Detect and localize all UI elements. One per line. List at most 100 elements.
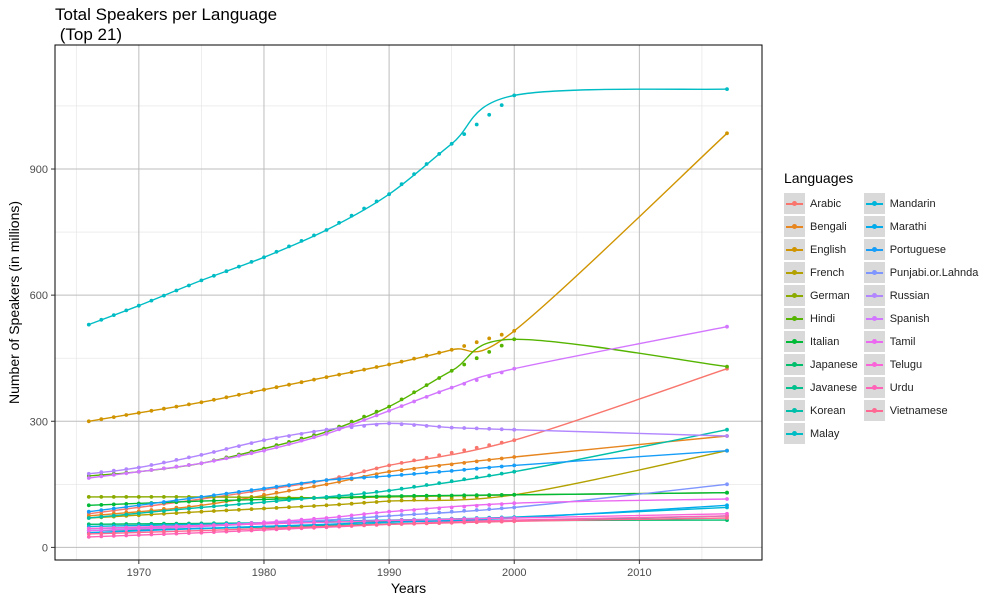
point-malay [362, 206, 366, 211]
point-german [86, 495, 91, 499]
point-russian [362, 424, 366, 428]
point-german [149, 495, 154, 499]
legend-key-point [871, 224, 877, 229]
point-spanish [262, 448, 266, 453]
point-english [274, 385, 279, 390]
point-telugu [174, 524, 179, 529]
legend-item: Punjabi.or.Lahnda [863, 261, 978, 284]
point-malay [512, 93, 517, 98]
point-german [162, 495, 166, 499]
point-telugu [399, 518, 404, 523]
point-italian [99, 503, 104, 507]
legend-key-point [792, 431, 797, 436]
point-bengali [287, 488, 291, 493]
legend-label: Malay [810, 427, 840, 440]
point-malay [136, 303, 141, 308]
series-line-korean [88, 429, 728, 519]
point-russian [136, 465, 141, 470]
point-bengali [424, 465, 429, 470]
point-english [249, 390, 254, 395]
point-vietnamese [174, 529, 179, 534]
legend-item: Malay [784, 422, 858, 445]
point-tamil [437, 506, 442, 511]
point-german [99, 495, 104, 499]
legend-column: Arabic Bengali English French German Hindi Ita… [784, 192, 858, 445]
point-portuguese [187, 496, 191, 501]
point-portuguese [349, 476, 354, 481]
point-russian [224, 447, 229, 451]
point-malay [124, 308, 129, 313]
point-malay [111, 313, 116, 317]
y-axis-label: Number of Speakers (in millions) [6, 201, 22, 404]
point-italian [449, 493, 454, 498]
legend-key [784, 331, 805, 352]
point-russian [199, 453, 204, 457]
point-portuguese [274, 484, 279, 489]
point-vietnamese [212, 528, 216, 533]
legend-key [863, 216, 885, 237]
y-tick-label: 300 [30, 416, 48, 428]
point-russian [487, 426, 492, 431]
point-korean [512, 469, 517, 474]
point-german [136, 495, 141, 499]
legend-label: Hindi [810, 312, 836, 325]
point-tamil [725, 497, 729, 501]
point-spanish [412, 399, 416, 404]
point-punjabi-or-lahnda [412, 512, 416, 517]
point-english [487, 336, 492, 341]
y-tick-label: 0 [42, 542, 48, 554]
point-german [111, 495, 116, 499]
point-portuguese [399, 473, 404, 477]
point-malay [237, 264, 241, 269]
series-line-telugu [88, 513, 728, 530]
point-hindi [725, 364, 729, 369]
legend-key [784, 285, 805, 306]
point-french [337, 502, 341, 507]
point-russian [324, 427, 329, 432]
point-portuguese [199, 495, 204, 499]
point-vietnamese [111, 531, 116, 536]
point-italian [237, 498, 241, 502]
point-russian [174, 458, 179, 462]
point-vietnamese [512, 519, 517, 524]
point-tamil [412, 508, 416, 512]
point-spanish [274, 445, 279, 450]
point-arabic [399, 461, 404, 465]
point-telugu [136, 525, 141, 530]
series-line-tamil [88, 498, 728, 532]
point-portuguese [124, 505, 129, 509]
point-korean [474, 475, 479, 480]
point-russian [249, 441, 254, 445]
point-english [437, 350, 442, 355]
point-tamil [349, 513, 354, 518]
point-english [174, 404, 179, 409]
point-spanish [462, 381, 467, 386]
point-hindi [474, 356, 479, 361]
point-punjabi-or-lahnda [725, 482, 729, 487]
point-tamil [424, 507, 429, 511]
point-spanish [299, 438, 304, 443]
legend-key-point [792, 224, 797, 229]
point-tamil [299, 517, 304, 522]
point-italian [487, 493, 492, 497]
point-portuguese [424, 471, 429, 475]
point-portuguese [237, 490, 241, 494]
point-korean [399, 486, 404, 491]
point-italian [437, 493, 442, 498]
point-portuguese [249, 488, 254, 493]
point-punjabi-or-lahnda [424, 511, 429, 516]
point-tamil [387, 509, 391, 514]
point-malay [249, 260, 254, 264]
point-french [387, 499, 391, 503]
legend-label: Italian [810, 335, 840, 348]
point-malay [86, 322, 91, 327]
point-hindi [412, 390, 416, 395]
point-arabic [437, 453, 442, 458]
point-portuguese [337, 477, 341, 482]
legend-key [863, 354, 885, 375]
legend-item: Italian [784, 330, 858, 353]
point-spanish [324, 432, 329, 436]
point-portuguese [374, 474, 379, 479]
legend-key [784, 262, 805, 283]
